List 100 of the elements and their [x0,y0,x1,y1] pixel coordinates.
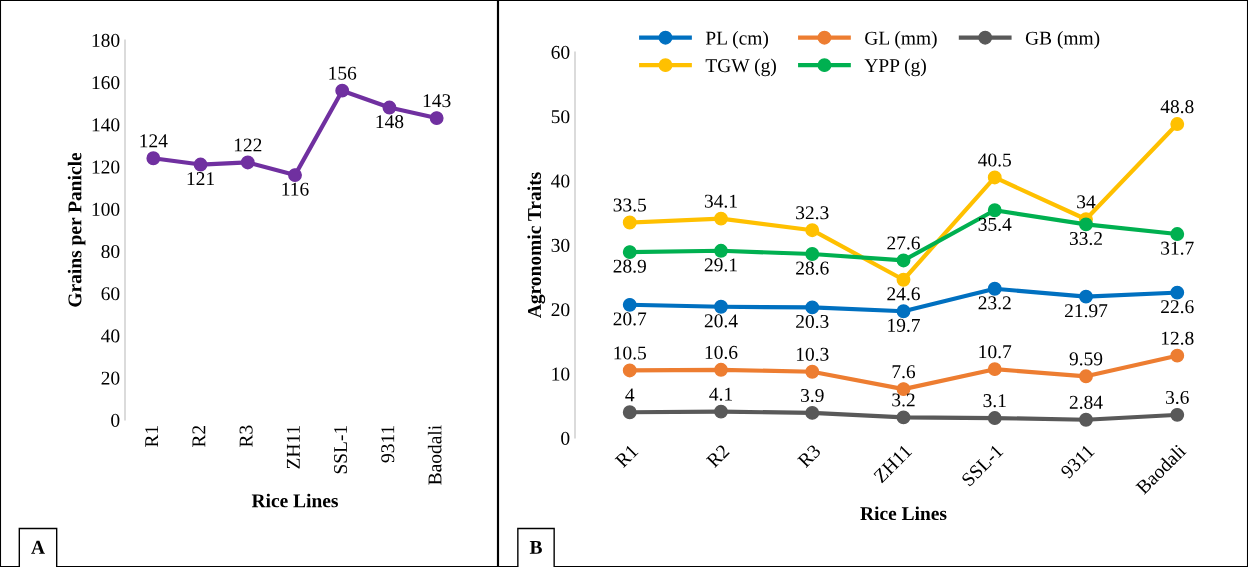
x-tick-label: R3 [797,443,822,469]
point [382,100,397,115]
data-label: 3.9 [801,388,824,403]
data-label: 21.97 [1064,304,1108,318]
data-label: 19.7 [888,318,920,332]
point [896,253,911,268]
data-label: 3.2 [892,393,915,407]
x-tick-label: R1 [614,444,639,469]
point [714,299,728,314]
point [714,362,728,377]
data-label: 20.4 [704,314,738,328]
data-label: 3.6 [1166,390,1189,405]
y-tick-label: 30 [551,238,570,252]
y-tick-label: 0 [111,413,120,427]
x-tick-label: R3 [239,425,253,447]
y-tick-label: 60 [101,287,120,301]
y-tick-label: 60 [551,45,570,59]
data-label: 7.6 [892,365,916,379]
x-tick-label: R2 [705,444,730,469]
y-tick-label: 180 [92,33,120,47]
point [987,170,1002,185]
point [1079,412,1093,427]
point [987,362,1002,377]
data-label: 122 [234,138,262,152]
point [1170,117,1185,131]
data-label: 9.59 [1069,352,1103,366]
point [805,405,820,420]
point [288,168,302,183]
y-tick-label: 20 [101,371,120,385]
point [622,405,637,420]
text: B [529,540,542,554]
point [987,411,1002,426]
point [335,83,350,98]
y-tick-label: 100 [92,202,120,216]
point [1170,407,1185,422]
y-tick-label: 20 [551,303,570,317]
point [1170,285,1185,300]
point [240,155,255,170]
point [805,300,820,315]
point [622,297,637,312]
point [622,215,637,230]
point [714,243,728,258]
data-label: 148 [376,115,404,129]
data-label: 156 [329,66,357,80]
y-axis-title: Agronomic Traits [527,172,546,319]
point [714,211,728,226]
y-tick-label: 10 [552,367,570,381]
point [987,203,1002,218]
data-label: 20.7 [613,312,647,326]
data-label: 22.6 [1161,300,1194,314]
data-label: 48.8 [1160,100,1194,114]
point [896,304,911,319]
point [1170,348,1185,363]
data-label: 116 [282,182,309,196]
data-label: 121 [187,172,214,185]
data-label: 143 [423,94,451,108]
x-tick-label: Baodali [427,425,442,485]
point [714,404,728,419]
data-label: 10.6 [705,345,738,359]
data-label: 2.84 [1069,395,1103,409]
data-label: 29.1 [704,258,737,272]
x-tick-label: ZH11 [286,426,300,469]
point [1079,369,1093,384]
y-tick-label: 50 [551,110,570,124]
point [896,272,911,287]
x-axis-title: Rice Lines [251,493,338,508]
y-tick-label: 80 [101,244,120,259]
legend-label: TGW (g) [705,58,776,77]
text: A [31,540,45,554]
point [805,247,820,261]
data-label: 33.5 [613,198,646,212]
x-tick-label: SSL-1 [334,426,348,474]
point [987,281,1002,296]
legend-label: GB (mm) [1025,31,1100,49]
point [429,111,444,126]
data-label: 12.8 [1161,331,1194,345]
x-axis-title: Rice Lines [860,506,947,521]
point [146,151,161,166]
point [622,245,637,260]
y-tick-label: 120 [92,160,120,174]
legend-label: PL (cm) [705,31,769,49]
point [896,410,911,425]
y-tick-label: 40 [101,329,120,343]
data-label: 34.1 [704,194,737,208]
x-tick-label: 9311 [381,426,395,463]
x-tick-label: R1 [145,426,159,447]
data-label: 4 [625,388,635,402]
point [805,364,820,379]
point [622,363,637,378]
data-label: 34 [1077,195,1096,209]
point [1079,217,1093,232]
point [193,157,208,172]
x-tick-label: 9311 [1059,444,1095,480]
point [1079,289,1093,304]
point [805,223,820,238]
data-label: 33.2 [1069,231,1102,246]
y-tick-label: 0 [561,431,570,445]
data-label: 23.2 [978,296,1011,310]
data-label: 124 [140,134,168,148]
data-label: 4.1 [709,387,732,401]
